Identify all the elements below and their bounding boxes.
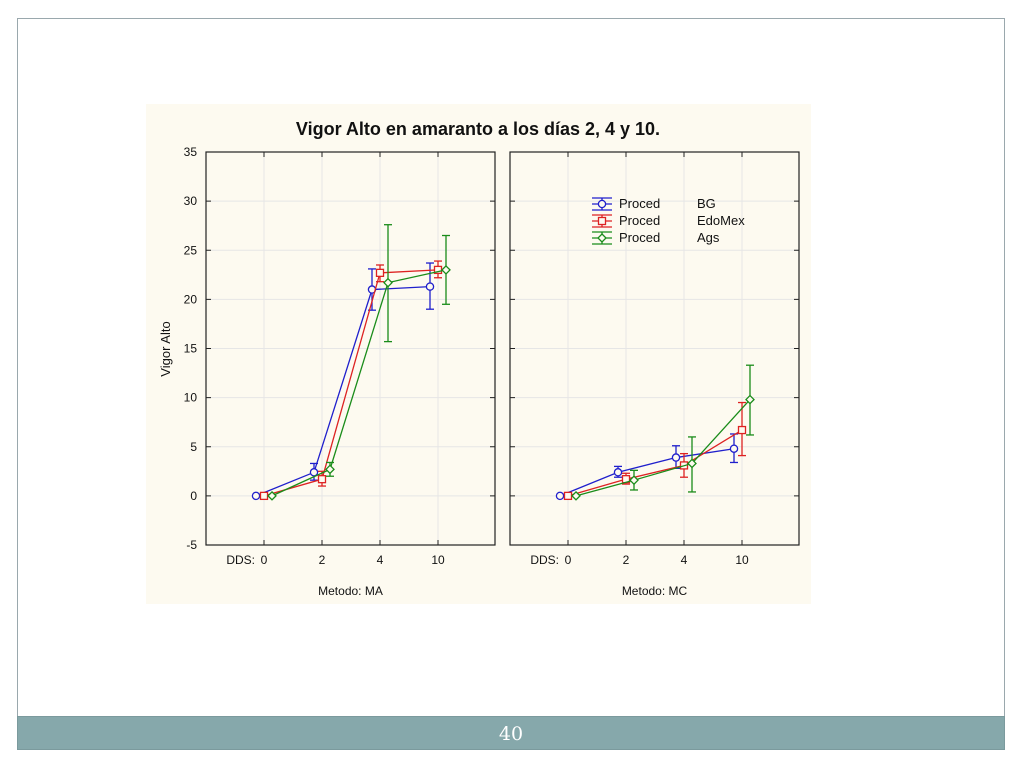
data-point	[267, 490, 277, 501]
data-point	[441, 264, 451, 275]
x-tick-label: 10	[431, 553, 445, 567]
data-point	[671, 453, 681, 462]
data-point	[325, 464, 335, 475]
legend-item: Proced BG	[592, 196, 716, 211]
data-point	[563, 491, 573, 501]
x-tick-label: 0	[565, 553, 572, 567]
chart-svg: Vigor Alto en amaranto a los días 2, 4 y…	[158, 119, 800, 598]
series-line	[271, 269, 447, 497]
data-point	[383, 277, 393, 288]
data-point	[687, 458, 697, 469]
series-line	[559, 448, 735, 497]
chart-title: Vigor Alto en amaranto a los días 2, 4 y…	[296, 119, 660, 139]
legend-item: Proced EdoMex	[592, 213, 745, 228]
legend: Proced BG Proced EdoMex Proced Ags	[592, 196, 745, 245]
data-point	[317, 475, 327, 484]
x-tick-label: 2	[623, 553, 630, 567]
data-point	[745, 394, 755, 405]
x-tick-label: 2	[319, 553, 326, 567]
y-tick-label: -5	[186, 538, 197, 552]
legend-value: Ags	[697, 230, 720, 245]
plot-panel-0: 0 2 4 10 DDS: Metodo: MA	[205, 151, 496, 598]
chart-panel: Vigor Alto en amaranto a los días 2, 4 y…	[146, 104, 811, 604]
data-point	[571, 490, 581, 501]
legend-marker	[597, 216, 607, 226]
y-axis-label: Vigor Alto	[158, 321, 173, 376]
data-point	[375, 268, 385, 277]
y-tick-label: 0	[190, 489, 197, 503]
y-tick-label: 10	[184, 391, 198, 405]
legend-value: BG	[697, 196, 716, 211]
data-point	[613, 468, 623, 477]
legend-label: Proced	[619, 196, 660, 211]
page-number: 40	[498, 723, 524, 745]
panel-label: Metodo: MA	[318, 584, 383, 598]
plot-panel-1: 0 2 4 10 DDS: Metodo: MC	[509, 151, 800, 598]
legend-label: Proced	[619, 213, 660, 228]
x-tick-label: 4	[681, 553, 688, 567]
x-prefix-label: DDS:	[530, 553, 559, 567]
data-point	[555, 491, 565, 501]
y-tick-label: 25	[184, 243, 198, 257]
y-tick-label: 35	[184, 145, 198, 159]
legend-item: Proced Ags	[592, 230, 720, 245]
panel-label: Metodo: MC	[622, 584, 688, 598]
data-point	[737, 425, 747, 435]
y-tick-label: 15	[184, 342, 198, 356]
footer-bar: 40	[17, 716, 1005, 750]
series-line	[567, 429, 743, 497]
legend-value: EdoMex	[697, 213, 745, 228]
series-line	[255, 285, 431, 497]
x-tick-label: 10	[735, 553, 749, 567]
x-tick-label: 0	[261, 553, 268, 567]
data-point	[259, 491, 269, 501]
y-tick-label: 5	[190, 440, 197, 454]
series-line	[263, 269, 439, 497]
legend-label: Proced	[619, 230, 660, 245]
y-tick-label: 30	[184, 194, 198, 208]
data-point	[729, 444, 739, 453]
data-point	[425, 282, 435, 291]
data-point	[251, 491, 261, 501]
data-point	[629, 475, 639, 486]
x-prefix-label: DDS:	[226, 553, 255, 567]
series-line	[575, 399, 751, 497]
legend-marker	[597, 233, 607, 243]
data-point	[309, 468, 319, 477]
legend-marker	[597, 199, 607, 209]
x-tick-label: 4	[377, 553, 384, 567]
y-tick-label: 20	[184, 292, 198, 306]
